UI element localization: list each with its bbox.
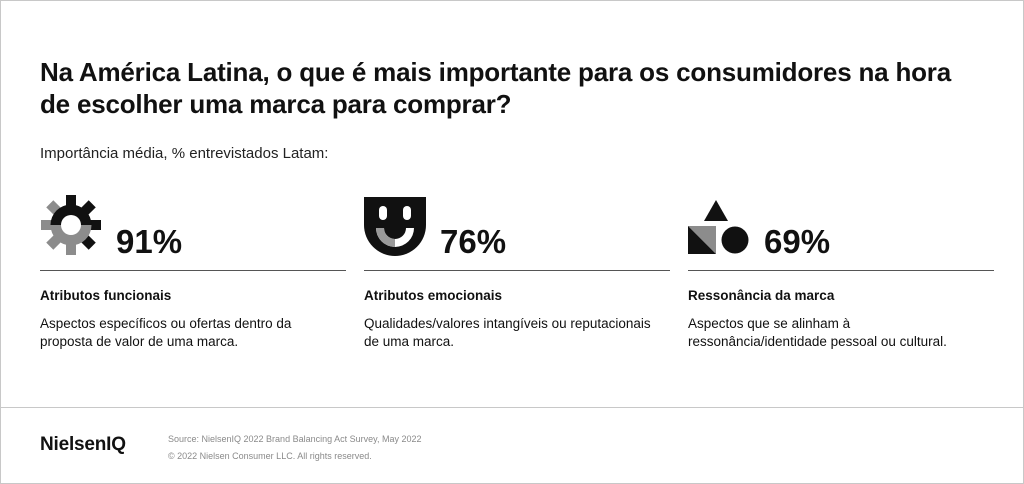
metric-percent: 69% <box>764 223 831 260</box>
gear-icon <box>41 195 101 255</box>
divider <box>364 270 670 271</box>
metric-stat-row: 76% <box>364 192 670 271</box>
metric-percent: 76% <box>440 223 507 260</box>
source-note: Source: NielsenIQ 2022 Brand Balancing A… <box>168 434 422 444</box>
smile-face-icon <box>364 197 426 256</box>
metric-functional: 91% Atributos funcionais Aspectos especí… <box>40 192 346 349</box>
page-subtitle: Importância média, % entrevistados Latam… <box>40 145 329 162</box>
divider <box>688 270 994 271</box>
metric-label: Atributos emocionais <box>364 288 503 303</box>
nielseniq-logo: NielsenIQ <box>40 434 126 455</box>
divider <box>40 270 346 271</box>
metric-description: Aspectos específicos ou ofertas dentro d… <box>40 316 292 349</box>
metric-description: Qualidades/valores intangíveis ou reputa… <box>364 316 651 349</box>
footer-divider <box>1 407 1023 408</box>
page-title: Na América Latina, o que é mais importan… <box>40 57 951 119</box>
metric-brand-resonance: 69% Ressonância da marca Aspectos que se… <box>688 192 994 349</box>
metric-description: Aspectos que se alinham à ressonância/id… <box>688 316 947 349</box>
metric-label: Ressonância da marca <box>688 288 835 303</box>
metric-stat-row: 69% <box>688 192 994 271</box>
copyright-note: © 2022 Nielsen Consumer LLC. All rights … <box>168 451 372 461</box>
metric-label: Atributos funcionais <box>40 288 172 303</box>
metric-emotional: 76% Atributos emocionais Qualidades/valo… <box>364 192 670 349</box>
shapes-icon <box>688 200 749 254</box>
metric-percent: 91% <box>116 223 183 260</box>
metric-stat-row: 91% <box>40 192 346 271</box>
